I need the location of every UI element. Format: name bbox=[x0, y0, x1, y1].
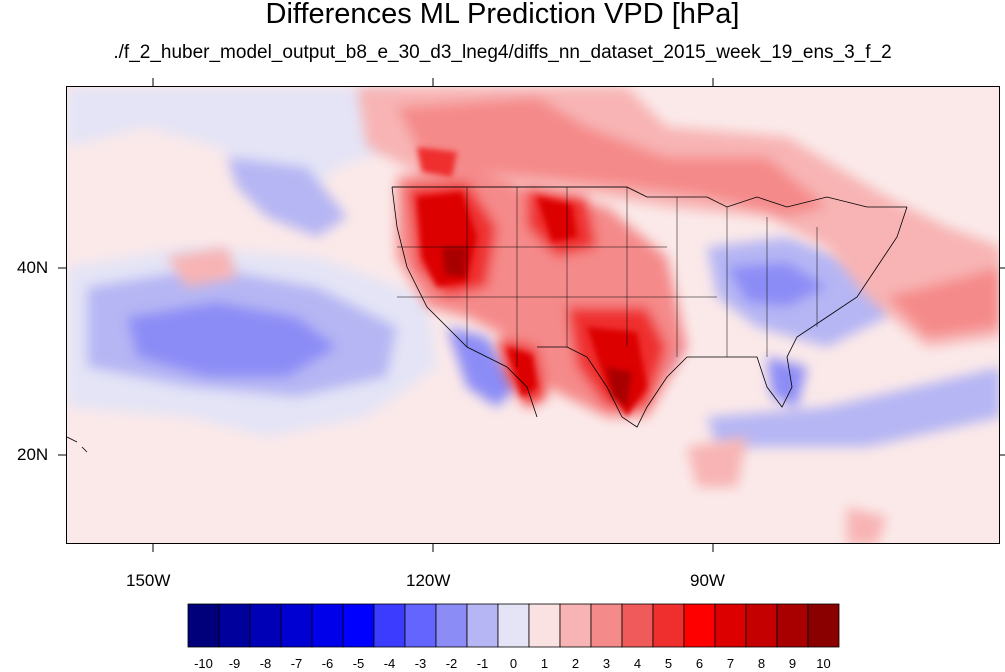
colorbar-tick-label: -1 bbox=[476, 656, 489, 671]
colorbar-box bbox=[776, 603, 809, 648]
colorbar-box bbox=[404, 603, 437, 648]
colorbar-box bbox=[249, 603, 282, 648]
colorbar-box bbox=[218, 603, 251, 648]
colorbar-box bbox=[621, 603, 654, 648]
colorbar-box bbox=[652, 603, 685, 648]
colorbar-tick-label: 6 bbox=[695, 656, 704, 671]
colorbar-box bbox=[745, 603, 778, 648]
colorbar-box bbox=[311, 603, 344, 648]
lon-label-150w: 150W bbox=[126, 571, 171, 590]
colorbar-box bbox=[435, 603, 468, 648]
colorbar-tick-label: 8 bbox=[757, 656, 766, 671]
lon-label-90w: 90W bbox=[690, 571, 725, 590]
colorbar-tick-label: -10 bbox=[194, 656, 213, 671]
colorbar-tick-label: 2 bbox=[571, 656, 580, 671]
colorbar-tick-label: 0 bbox=[509, 656, 518, 671]
colorbar-tick-label: 10 bbox=[816, 656, 831, 671]
lat-label-40n: 40N bbox=[17, 258, 49, 277]
colorbar-tick-label: -3 bbox=[414, 656, 427, 671]
state-borders bbox=[392, 186, 818, 367]
colorbar-tick-label: -7 bbox=[290, 656, 303, 671]
map-title: Differences ML Prediction VPD [hPa] bbox=[265, 0, 740, 30]
colorbar-box bbox=[342, 603, 375, 648]
colorbar-box bbox=[187, 603, 220, 648]
colorbar-tick-label: -2 bbox=[445, 656, 458, 671]
lon-label-120w: 120W bbox=[406, 571, 451, 590]
colorbar-box bbox=[497, 603, 530, 648]
colorbar-tick-label: 5 bbox=[664, 656, 673, 671]
colorbar-box bbox=[807, 603, 840, 648]
colorbar-tick-label: -5 bbox=[352, 656, 365, 671]
colorbar-tick-label: 4 bbox=[633, 656, 642, 671]
colorbar-box bbox=[559, 603, 592, 648]
colorbar-box bbox=[590, 603, 623, 648]
colorbar-box bbox=[714, 603, 747, 648]
ocean-negative-regions bbox=[67, 87, 999, 447]
vpd-difference-field bbox=[67, 87, 999, 543]
colorbar-box bbox=[683, 603, 716, 648]
lat-label-20n: 20N bbox=[17, 445, 49, 464]
colorbar-tick-label: 7 bbox=[726, 656, 735, 671]
colorbar-tick-label: -9 bbox=[228, 656, 241, 671]
colorbar-tick-label: -4 bbox=[383, 656, 396, 671]
colorbar-tick-label: 1 bbox=[540, 656, 549, 671]
colorbar-tick-label: 9 bbox=[788, 656, 797, 671]
colorbar-tick-label: -8 bbox=[259, 656, 272, 671]
map-panel bbox=[66, 86, 1000, 544]
map-subtitle: ./f_2_huber_model_output_b8_e_30_d3_lneg… bbox=[113, 42, 892, 63]
colorbar-tick-label: -6 bbox=[321, 656, 334, 671]
colorbar-tick-label: 3 bbox=[602, 656, 611, 671]
colorbar-box bbox=[280, 603, 313, 648]
colorbar-box bbox=[528, 603, 561, 648]
colorbar-box bbox=[373, 603, 406, 648]
colorbar-box bbox=[466, 603, 499, 648]
